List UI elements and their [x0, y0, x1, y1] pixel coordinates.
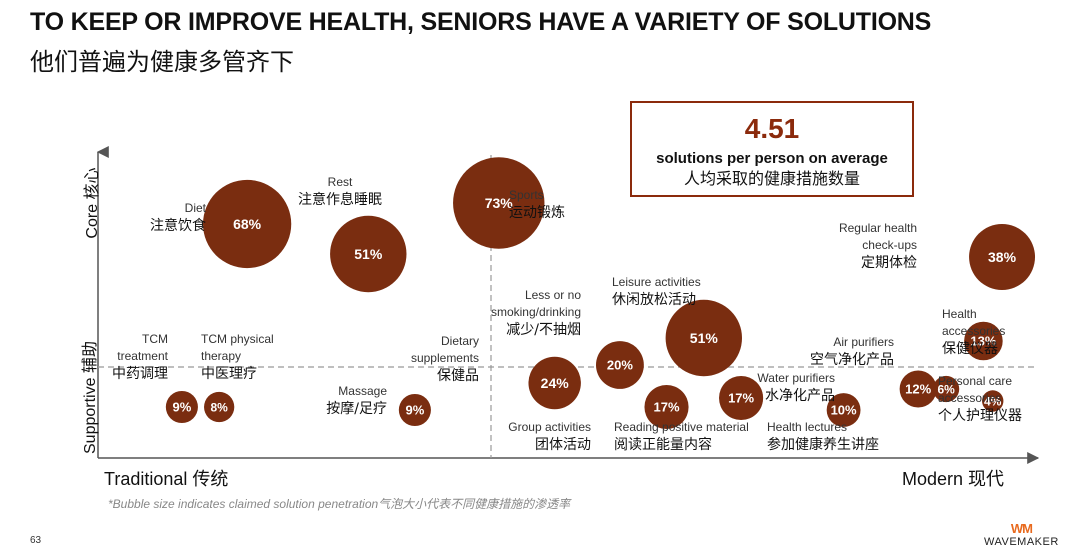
bubble-label-zh: 团体活动: [535, 437, 591, 453]
bubble-size-footnote: *Bubble size indicates claimed solution …: [108, 497, 571, 511]
bubble-label-zh: 参加健康养生讲座: [767, 436, 879, 453]
bubble-value-label: 6%: [937, 382, 955, 396]
bubble: [933, 375, 960, 403]
average-label-zh: 人均采取的健康措施数量: [683, 169, 860, 188]
bubble-label-en: TCM physical: [201, 332, 274, 346]
bubble-label-en: Dietary: [441, 334, 479, 348]
bubble-value-label: 4%: [984, 394, 1002, 408]
bubble: [644, 384, 689, 430]
bubble-value-label: 68%: [233, 216, 262, 232]
bubble-value-label: 17%: [728, 391, 754, 406]
bubble-value-label: 13%: [970, 334, 996, 349]
bubble-label-en: treatment: [117, 349, 168, 363]
bubble-label-en: Health: [942, 307, 977, 321]
wavemaker-logo: WM WAVEMAKER: [984, 522, 1059, 549]
page-number: 63: [30, 535, 42, 546]
bubble: [528, 356, 581, 410]
bubble-label-en: TCM: [142, 332, 168, 346]
bubble-label-zh: 注意饮食: [150, 217, 206, 234]
bubble-label-en: accessories: [942, 324, 1005, 338]
bubble-label-zh: 个人护理仪器: [938, 408, 1022, 424]
bubble: [330, 215, 407, 293]
bubble-label-en: Water purifiers: [757, 371, 835, 385]
bubble-label-en: accessories: [938, 391, 1001, 405]
bubble: [982, 390, 1004, 412]
bubble-label-zh: 保健品: [437, 368, 479, 384]
bubble-label-en: Less or no: [525, 288, 581, 302]
bubble-label-en: Group activities: [508, 420, 591, 434]
bubble: [826, 393, 861, 427]
bubble-value-label: 73%: [485, 195, 514, 211]
bubble-label-zh: 中药调理: [112, 366, 168, 382]
bubble-label-zh: 水净化产品: [765, 388, 835, 404]
bubble: [595, 341, 644, 389]
bubble: [204, 391, 235, 423]
bubble: [203, 179, 292, 269]
bubble-label-en: Health lectures: [767, 420, 847, 434]
logo-wordmark: WAVEMAKER: [984, 536, 1059, 548]
x-axis-label-traditional: Traditional 传统: [104, 469, 229, 489]
bubble-value-label: 20%: [607, 358, 633, 373]
bubble-value-label: 10%: [831, 403, 857, 418]
x-axis-label-modern: Modern 现代: [902, 469, 1005, 489]
bubble-label-zh: 运动锻炼: [509, 205, 565, 221]
bubble-label-en: supplements: [411, 351, 479, 365]
bubble-value-label: 9%: [172, 400, 191, 415]
bubble-label-zh: 定期体检: [861, 255, 917, 271]
bubble-label-zh: 减少/不抽烟: [506, 322, 581, 338]
bubble-label-en: Air purifiers: [833, 335, 894, 349]
bubble: [964, 321, 1003, 361]
bubble-value-label: 38%: [988, 249, 1017, 265]
bubble-label-zh: 按摩/足疗: [326, 400, 387, 417]
bubble-label-en: Regular health: [839, 221, 917, 235]
bubble-label-en: Leisure activities: [612, 275, 701, 289]
bubble-label-zh: 中医理疗: [201, 366, 257, 382]
bubble-value-label: 9%: [405, 403, 424, 418]
bubble-label-en: therapy: [201, 349, 241, 363]
bubble-value-label: 51%: [354, 246, 383, 262]
average-label-en: solutions per person on average: [656, 150, 888, 167]
bubble: [899, 370, 937, 408]
bubble-label-zh: 注意作息睡眠: [298, 191, 382, 208]
bubble: [969, 224, 1036, 290]
bubble: [398, 393, 431, 427]
bubble-label-en: Rest: [328, 175, 353, 189]
bubble: [165, 390, 198, 424]
bubble-value-label: 24%: [541, 375, 570, 391]
bubble-label-en: check-ups: [862, 238, 917, 252]
bubble-label-en: smoking/drinking: [491, 305, 581, 319]
bubble: [665, 299, 743, 377]
bubble-label-en: Personal care: [938, 374, 1012, 388]
page-subtitle: 他们普遍为健康多管齐下: [30, 48, 294, 76]
y-axis-label-core: Core 核心: [84, 167, 101, 239]
bubble-value-label: 12%: [905, 382, 931, 397]
bubble-label-en: Sports: [509, 188, 544, 202]
bubble-label-en: Reading positive material: [614, 420, 749, 434]
bubble-label-en: Massage: [338, 384, 387, 398]
bubble-label-zh: 阅读正能量内容: [614, 436, 712, 453]
bubble-label-en: Diet: [185, 201, 207, 215]
bubble-value-label: 51%: [690, 330, 719, 346]
bubble: [719, 375, 764, 421]
bubble-label-zh: 保健仪器: [942, 341, 998, 357]
page-title: TO KEEP OR IMPROVE HEALTH, SENIORS HAVE …: [30, 8, 932, 36]
bubble: [453, 157, 545, 249]
bubble-value-label: 17%: [654, 400, 680, 415]
bubble-label-zh: 休闲放松活动: [612, 292, 696, 308]
bubble-value-label: 8%: [210, 400, 228, 414]
average-value: 4.51: [744, 113, 800, 144]
logo-mark: WM: [1010, 521, 1033, 536]
average-callout-box: 4.51 solutions per person on average 人均采…: [630, 101, 914, 197]
y-axis-label-supportive: Supportive 辅助: [82, 341, 99, 454]
bubble-label-zh: 空气净化产品: [810, 352, 894, 368]
